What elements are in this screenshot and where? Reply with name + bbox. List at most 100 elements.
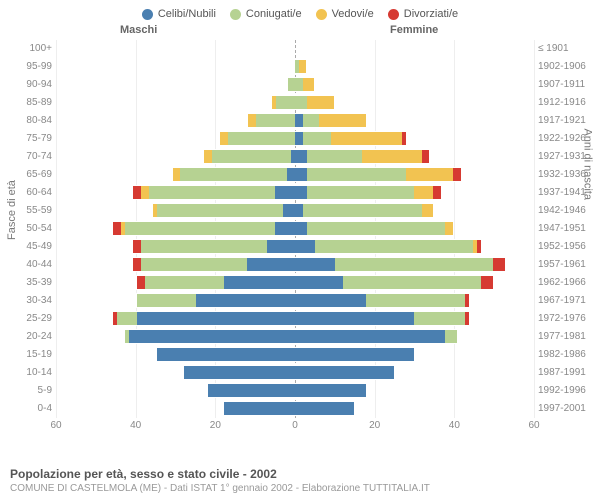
birth-label: 1987-1991 [538, 364, 596, 382]
bar-segment [113, 222, 121, 235]
birth-label: 1907-1911 [538, 76, 596, 94]
birth-label: 1957-1961 [538, 256, 596, 274]
age-label: 60-64 [18, 184, 52, 202]
legend-label: Celibi/Nubili [158, 8, 216, 20]
chart-title: Popolazione per età, sesso e stato civil… [10, 467, 430, 481]
age-row: 100+≤ 1901 [56, 40, 534, 58]
bar-male [136, 293, 295, 308]
bar-segment [295, 258, 335, 271]
legend-swatch [142, 9, 153, 20]
bar-segment [184, 366, 295, 379]
bar-segment [295, 384, 366, 397]
age-row: 50-541947-1951 [56, 220, 534, 238]
bar-segment [141, 186, 149, 199]
bar-segment [149, 186, 276, 199]
bar-segment [402, 132, 406, 145]
birth-label: 1982-1986 [538, 346, 596, 364]
birth-label: 1912-1916 [538, 94, 596, 112]
x-tick: 40 [130, 420, 141, 431]
bar-segment [247, 258, 295, 271]
bar-segment [283, 204, 295, 217]
age-label: 45-49 [18, 238, 52, 256]
age-label: 55-59 [18, 202, 52, 220]
bar-segment [224, 276, 295, 289]
age-row: 20-241977-1981 [56, 328, 534, 346]
bar-segment [208, 384, 295, 397]
birth-label: 1922-1926 [538, 130, 596, 148]
bar-male [136, 275, 295, 290]
bar-male [132, 239, 295, 254]
bar-female [295, 365, 395, 380]
birth-label: 1962-1966 [538, 274, 596, 292]
bar-segment [307, 186, 414, 199]
birth-label: 1947-1951 [538, 220, 596, 238]
bar-segment [295, 168, 307, 181]
x-tick: 0 [292, 420, 298, 431]
bar-male [112, 221, 295, 236]
bar-segment [204, 150, 212, 163]
bar-segment [303, 78, 314, 91]
legend-swatch [230, 9, 241, 20]
x-tick: 60 [528, 420, 539, 431]
bar-segment [331, 132, 402, 145]
pyramid-chart: Celibi/Nubili Coniugati/e Vedovi/e Divorzia… [0, 0, 600, 500]
age-row: 75-791922-1926 [56, 130, 534, 148]
bar-female [295, 239, 482, 254]
bar-segment [445, 222, 453, 235]
legend-swatch [388, 9, 399, 20]
bar-segment [133, 240, 141, 253]
age-label: 5-9 [18, 382, 52, 400]
bar-female [295, 95, 335, 110]
header-male: Maschi [120, 24, 157, 36]
age-label: 70-74 [18, 148, 52, 166]
bar-segment [133, 186, 141, 199]
age-label: 35-39 [18, 274, 52, 292]
x-axis: 6040200204060 [56, 418, 534, 434]
bar-female [295, 275, 494, 290]
bar-segment [256, 114, 295, 127]
bar-segment [315, 240, 474, 253]
legend-item: Coniugati/e [230, 8, 302, 20]
bar-female [295, 131, 407, 146]
bar-female [295, 113, 367, 128]
bar-segment [295, 348, 414, 361]
age-row: 35-391962-1966 [56, 274, 534, 292]
birth-label: 1977-1981 [538, 328, 596, 346]
age-label: 95-99 [18, 58, 52, 76]
bar-female [295, 149, 430, 164]
birth-label: 1997-2001 [538, 400, 596, 418]
bar-segment [129, 330, 295, 343]
legend: Celibi/Nubili Coniugati/e Vedovi/e Divorzia… [0, 0, 600, 24]
bar-female [295, 185, 442, 200]
bar-segment [453, 168, 461, 181]
bar-segment [228, 132, 295, 145]
age-row: 95-991902-1906 [56, 58, 534, 76]
bar-segment [157, 204, 284, 217]
bar-segment [295, 96, 307, 109]
bar-segment [422, 204, 434, 217]
bar-segment [295, 240, 315, 253]
bar-male [247, 113, 295, 128]
bar-male [271, 95, 295, 110]
legend-item: Vedovi/e [316, 8, 374, 20]
birth-label: ≤ 1901 [538, 40, 596, 58]
birth-label: 1967-1971 [538, 292, 596, 310]
birth-label: 1952-1956 [538, 238, 596, 256]
bar-male [172, 167, 295, 182]
legend-item: Divorziati/e [388, 8, 458, 20]
legend-swatch [316, 9, 327, 20]
age-label: 20-24 [18, 328, 52, 346]
bar-segment [145, 276, 224, 289]
age-row: 40-441957-1961 [56, 256, 534, 274]
age-label: 80-84 [18, 112, 52, 130]
age-label: 15-19 [18, 346, 52, 364]
bar-segment [307, 222, 446, 235]
bar-segment [248, 114, 256, 127]
age-row: 5-91992-1996 [56, 382, 534, 400]
bar-female [295, 401, 355, 416]
bar-segment [137, 312, 295, 325]
legend-label: Vedovi/e [332, 8, 374, 20]
bar-segment [295, 150, 307, 163]
bar-male [207, 383, 295, 398]
bar-male [124, 329, 295, 344]
